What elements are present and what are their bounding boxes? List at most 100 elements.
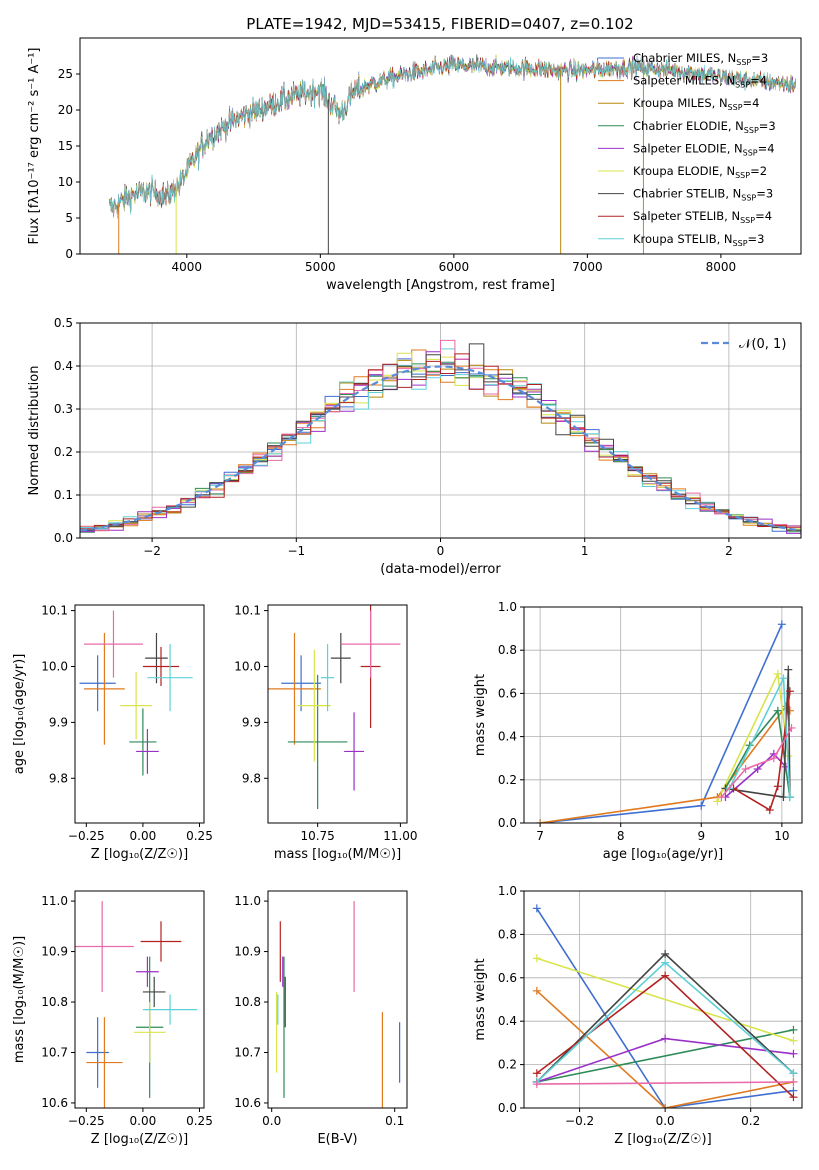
errorbar-point-8 (75, 901, 134, 992)
y-axis-label: age [log₁₀(age/yr)] (12, 654, 27, 775)
y-axis-label: mass weight (473, 674, 488, 756)
series-line-8 (720, 727, 793, 798)
x-tick-label: 0.0 (262, 1114, 281, 1128)
errorbar-point-8 (84, 610, 143, 678)
series-marker (753, 765, 762, 773)
series-marker (779, 674, 788, 683)
x-tick-label: 1 (581, 544, 589, 558)
series-marker (661, 1104, 670, 1108)
series-marker (789, 1077, 798, 1086)
plot-area-residuals (80, 323, 801, 538)
y-axis-label: Normed distribution (27, 366, 42, 496)
errorbar-point-0 (79, 655, 116, 712)
axes-frame (523, 890, 803, 1109)
x-axis-label: wavelength [Angstrom, rest frame] (326, 278, 555, 293)
x-tick-label: −0.25 (68, 1114, 105, 1128)
x-tick-label: 0.1 (385, 1114, 404, 1128)
y-tick-label: 10.7 (234, 1045, 261, 1059)
errorbar-point-3 (136, 729, 159, 774)
series-marker (741, 765, 750, 773)
axes-residuals: −2 −1 0 1 2 0.0 0.1 0.2 0.3 0.4 0.5 (data-model)/er… (27, 316, 802, 577)
x-tick-label: −0.25 (68, 829, 105, 843)
legend-label: Kroupa MILES, NSSP=4 (633, 96, 759, 112)
errorbar-point-7 (147, 644, 193, 712)
x-tick-label: 7 (536, 829, 544, 843)
series-line-2 (724, 708, 791, 798)
y-tick-label: 25 (58, 67, 73, 81)
normal-curve (80, 365, 801, 532)
series-marker (789, 1093, 798, 1102)
series-marker (661, 949, 670, 958)
errorbar-point-2 (129, 708, 157, 776)
y-tick-label: 0.5 (54, 316, 73, 330)
x-tick-label: −2 (143, 544, 161, 558)
x-axis-label: (data-model)/error (380, 562, 501, 577)
errorbar-point-5 (145, 632, 168, 684)
series-marker (697, 801, 706, 810)
y-tick-label: 0.4 (54, 359, 73, 373)
plot-area-mass-vs-EBV (276, 901, 401, 1108)
errorbar-point-0 (86, 1017, 109, 1088)
plot-area-massweight-vs-Z (524, 891, 802, 1108)
series-marker (785, 687, 794, 696)
errorbar-point-1 (268, 632, 321, 745)
legend-label: Chabrier ELODIE, NSSP=3 (633, 119, 776, 135)
figure-title: PLATE=1942, MJD=53415, FIBERID=0407, z=0… (246, 15, 633, 33)
y-tick-label: 0.0 (498, 816, 517, 830)
axes-age-vs-Z: −0.25 0.00 0.25 9.8 9.9 10.0 10.1 Z [log₁₀(Z/Z☉… (12, 604, 213, 862)
legend-label: Chabrier MILES, NSSP=3 (633, 51, 768, 67)
y-axis-label: Flux [fλ10⁻¹⁷ erg cm⁻² s⁻¹ A⁻¹] (27, 48, 42, 245)
x-tick-label: 0.00 (130, 1114, 157, 1128)
y-tick-label: 0.3 (54, 402, 73, 416)
y-tick-label: 0.4 (498, 730, 517, 744)
axes-massweight-vs-Z: −0.2 0.0 0.2 0.0 0.2 0.4 0.6 0.8 1.0 Z [log₁₀(Z/Z… (473, 884, 803, 1147)
x-axis-label: mass [log₁₀(M/M☉)] (274, 847, 401, 862)
errorbar-point-4 (120, 672, 152, 740)
y-tick-label: 0.6 (498, 971, 517, 985)
x-tick-label: 0.00 (130, 829, 157, 843)
y-tick-label: 0.2 (54, 445, 73, 459)
y-tick-label: 9.9 (242, 715, 261, 729)
axes-mass-vs-Z: −0.25 0.00 0.25 10.6 10.7 10.8 10.9 11.0 Z [log₁… (12, 890, 213, 1147)
series-marker (785, 793, 794, 802)
series-line-0 (536, 907, 794, 1108)
plot-area-mass-vs-Z (75, 901, 198, 1108)
series-marker (789, 1069, 798, 1078)
axes-spectrum: 4000 5000 6000 7000 8000 0 5 10 15 20 25 wavelength… (27, 37, 802, 293)
series-line-2 (536, 1029, 794, 1083)
legend-label: Salpeter MILES, NSSP=4 (633, 74, 767, 90)
y-tick-label: 1.0 (498, 884, 517, 898)
series-marker (661, 971, 670, 980)
y-tick-label: 9.8 (242, 771, 261, 785)
axes-layer: 4000 5000 6000 7000 80000510152025wavelength… (12, 37, 803, 1147)
errorbar-point-6 (140, 921, 182, 962)
legend-label: 𝒩(0, 1) (739, 337, 786, 352)
x-tick-label: 5000 (305, 260, 336, 274)
series-marker (713, 797, 722, 806)
series-line-1 (539, 705, 791, 823)
series-line-1 (536, 990, 794, 1108)
axes-frame (267, 604, 408, 824)
x-axis-label: E(B-V) (317, 1132, 357, 1147)
y-tick-label: 0.0 (498, 1101, 517, 1115)
x-axis-label: Z [log₁₀(Z/Z☉)] (91, 1132, 188, 1147)
errorbar-point-7 (142, 994, 198, 1025)
series-marker (784, 665, 793, 674)
series-marker (773, 782, 782, 791)
plot-area-spectrum (109, 54, 797, 254)
series-marker (789, 1025, 798, 1034)
y-tick-label: 11.0 (234, 894, 261, 908)
errorbar-point-4 (297, 649, 331, 762)
series-marker (536, 819, 545, 823)
series-marker (532, 986, 541, 995)
axes-frame (523, 606, 803, 824)
axes-frame (267, 890, 408, 1109)
y-tick-label: 10.9 (41, 945, 68, 959)
errorbar-point-1 (86, 1017, 123, 1108)
series-marker (773, 669, 782, 678)
series-marker (717, 793, 726, 802)
y-tick-label: 10.7 (41, 1045, 68, 1059)
series-marker (661, 958, 670, 967)
series-marker (532, 1069, 541, 1078)
x-tick-label: −1 (287, 544, 305, 558)
